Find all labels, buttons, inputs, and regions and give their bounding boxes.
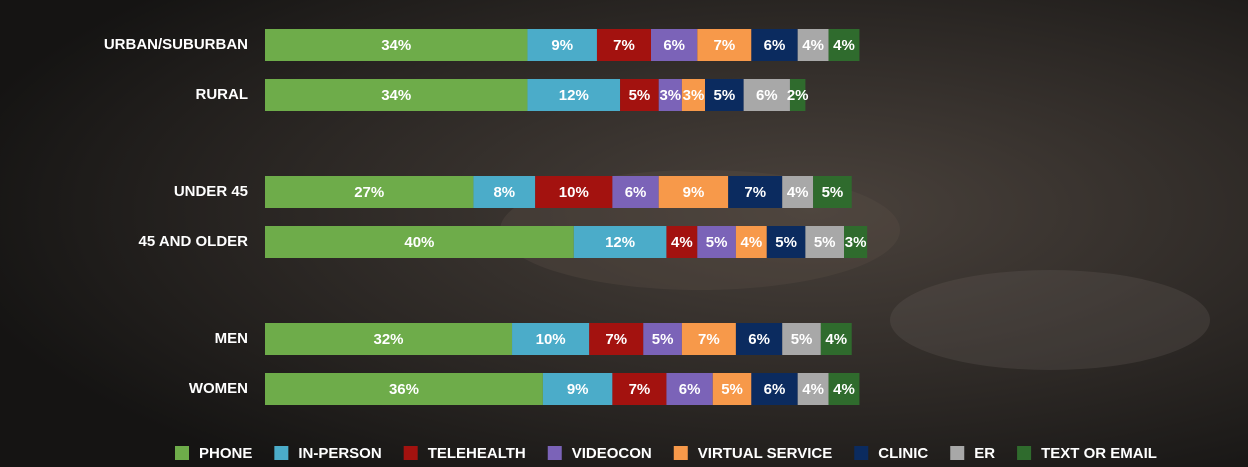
legend-swatch <box>854 446 868 460</box>
value-label: 5% <box>822 184 844 201</box>
value-label: 5% <box>706 234 728 251</box>
value-label: 10% <box>536 331 566 348</box>
value-label: 9% <box>683 184 705 201</box>
legend-swatch <box>1017 446 1031 460</box>
chart: URBAN/SUBURBAN 34% 9% 7% 6% 7% 6% 4% 4% RURAL 34% 1… <box>0 0 1248 467</box>
value-label: 6% <box>764 381 786 398</box>
legend-label: VIRTUAL SERVICE <box>698 445 832 462</box>
value-label: 4% <box>825 331 847 348</box>
value-label: 4% <box>833 381 855 398</box>
value-label: 6% <box>756 87 778 104</box>
value-label: 12% <box>605 234 635 251</box>
value-label: 7% <box>744 184 766 201</box>
value-label: 6% <box>748 331 770 348</box>
row-label: RURAL <box>196 86 249 103</box>
legend-label: TEXT OR EMAIL <box>1041 445 1157 462</box>
value-label: 9% <box>551 37 573 54</box>
legend-swatch <box>674 446 688 460</box>
legend-label: TELEHEALTH <box>428 445 526 462</box>
row-label: WOMEN <box>189 380 248 397</box>
value-label: 3% <box>845 234 867 251</box>
value-label: 34% <box>381 87 411 104</box>
legend-label: IN-PERSON <box>298 445 381 462</box>
value-label: 3% <box>683 87 705 104</box>
legend-swatch <box>274 446 288 460</box>
row-label: UNDER 45 <box>174 183 248 200</box>
value-label: 5% <box>713 87 735 104</box>
value-label: 5% <box>629 87 651 104</box>
value-label: 36% <box>389 381 419 398</box>
legend-swatch <box>950 446 964 460</box>
value-label: 34% <box>381 37 411 54</box>
value-label: 2% <box>787 87 809 104</box>
value-label: 5% <box>775 234 797 251</box>
row-label: URBAN/SUBURBAN <box>104 36 248 53</box>
value-label: 6% <box>679 381 701 398</box>
value-label: 6% <box>625 184 647 201</box>
value-label: 7% <box>629 381 651 398</box>
value-label: 7% <box>698 331 720 348</box>
value-label: 4% <box>671 234 693 251</box>
value-label: 12% <box>559 87 589 104</box>
value-label: 5% <box>791 331 813 348</box>
value-label: 4% <box>741 234 763 251</box>
value-label: 3% <box>659 87 681 104</box>
row-label: 45 AND OLDER <box>139 233 249 250</box>
value-label: 10% <box>559 184 589 201</box>
value-label: 4% <box>802 381 824 398</box>
legend-swatch <box>548 446 562 460</box>
photo-shade <box>890 270 1210 370</box>
row-label: MEN <box>215 330 248 347</box>
value-label: 5% <box>652 331 674 348</box>
legend-label: ER <box>974 445 995 462</box>
value-label: 4% <box>833 37 855 54</box>
legend-label: CLINIC <box>878 445 928 462</box>
value-label: 7% <box>613 37 635 54</box>
legend-swatch <box>404 446 418 460</box>
value-label: 7% <box>605 331 627 348</box>
value-label: 7% <box>713 37 735 54</box>
value-label: 27% <box>354 184 384 201</box>
legend-swatch <box>175 446 189 460</box>
legend-label: PHONE <box>199 445 252 462</box>
value-label: 9% <box>567 381 589 398</box>
value-label: 5% <box>814 234 836 251</box>
value-label: 32% <box>374 331 404 348</box>
value-label: 6% <box>764 37 786 54</box>
legend-label: VIDEOCON <box>572 445 652 462</box>
value-label: 40% <box>404 234 434 251</box>
value-label: 5% <box>721 381 743 398</box>
value-label: 6% <box>663 37 685 54</box>
value-label: 8% <box>493 184 515 201</box>
value-label: 4% <box>787 184 809 201</box>
value-label: 4% <box>802 37 824 54</box>
